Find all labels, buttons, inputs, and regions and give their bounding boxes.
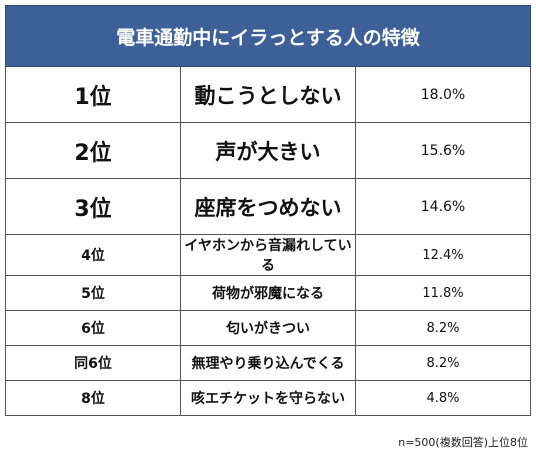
value-cell: 8.2% [355, 345, 531, 381]
reason-cell: 無理やり乗り込んでくる [180, 345, 356, 381]
reason-cell: イヤホンから音漏れしている [180, 234, 356, 276]
chart-title: 電車通勤中にイラっとする人の特徴 [5, 5, 531, 67]
table-row: 2位 声が大きい 15.6% [5, 122, 531, 179]
sample-note: n=500(複数回答)上位8位 [398, 436, 528, 449]
table-row: 同6位 無理やり乗り込んでくる 8.2% [5, 345, 531, 381]
rank-cell: 4位 [5, 234, 181, 276]
rank-cell: 6位 [5, 310, 181, 346]
rank-cell: 1位 [5, 66, 181, 123]
rank-cell: 5位 [5, 275, 181, 311]
value-cell: 4.8% [355, 380, 531, 416]
table-row: 6位 匂いがきつい 8.2% [5, 310, 531, 346]
ranking-table: 電車通勤中にイラっとする人の特徴 1位 動こうとしない 18.0% 2位 声が大きい 15… [5, 5, 531, 416]
reason-cell: 咳エチケットを守らない [180, 380, 356, 416]
table-row: 5位 荷物が邪魔になる 11.8% [5, 275, 531, 311]
ranking-body: 1位 動こうとしない 18.0% 2位 声が大きい 15.6% 3位 座席をつめない 14.6%… [5, 66, 531, 416]
reason-cell: 荷物が邪魔になる [180, 275, 356, 311]
value-cell: 15.6% [355, 122, 531, 179]
table-row: 4位 イヤホンから音漏れしている 12.4% [5, 234, 531, 276]
reason-cell: 座席をつめない [180, 178, 356, 235]
value-cell: 12.4% [355, 234, 531, 276]
value-cell: 8.2% [355, 310, 531, 346]
rank-cell: 同6位 [5, 345, 181, 381]
rank-cell: 8位 [5, 380, 181, 416]
reason-cell: 声が大きい [180, 122, 356, 179]
title-row: 電車通勤中にイラっとする人の特徴 [5, 5, 531, 67]
table-row: 3位 座席をつめない 14.6% [5, 178, 531, 235]
value-cell: 14.6% [355, 178, 531, 235]
table-row: 8位 咳エチケットを守らない 4.8% [5, 380, 531, 416]
value-cell: 11.8% [355, 275, 531, 311]
rank-cell: 3位 [5, 178, 181, 235]
reason-cell: 匂いがきつい [180, 310, 356, 346]
rank-cell: 2位 [5, 122, 181, 179]
reason-cell: 動こうとしない [180, 66, 356, 123]
table-row: 1位 動こうとしない 18.0% [5, 66, 531, 123]
value-cell: 18.0% [355, 66, 531, 123]
